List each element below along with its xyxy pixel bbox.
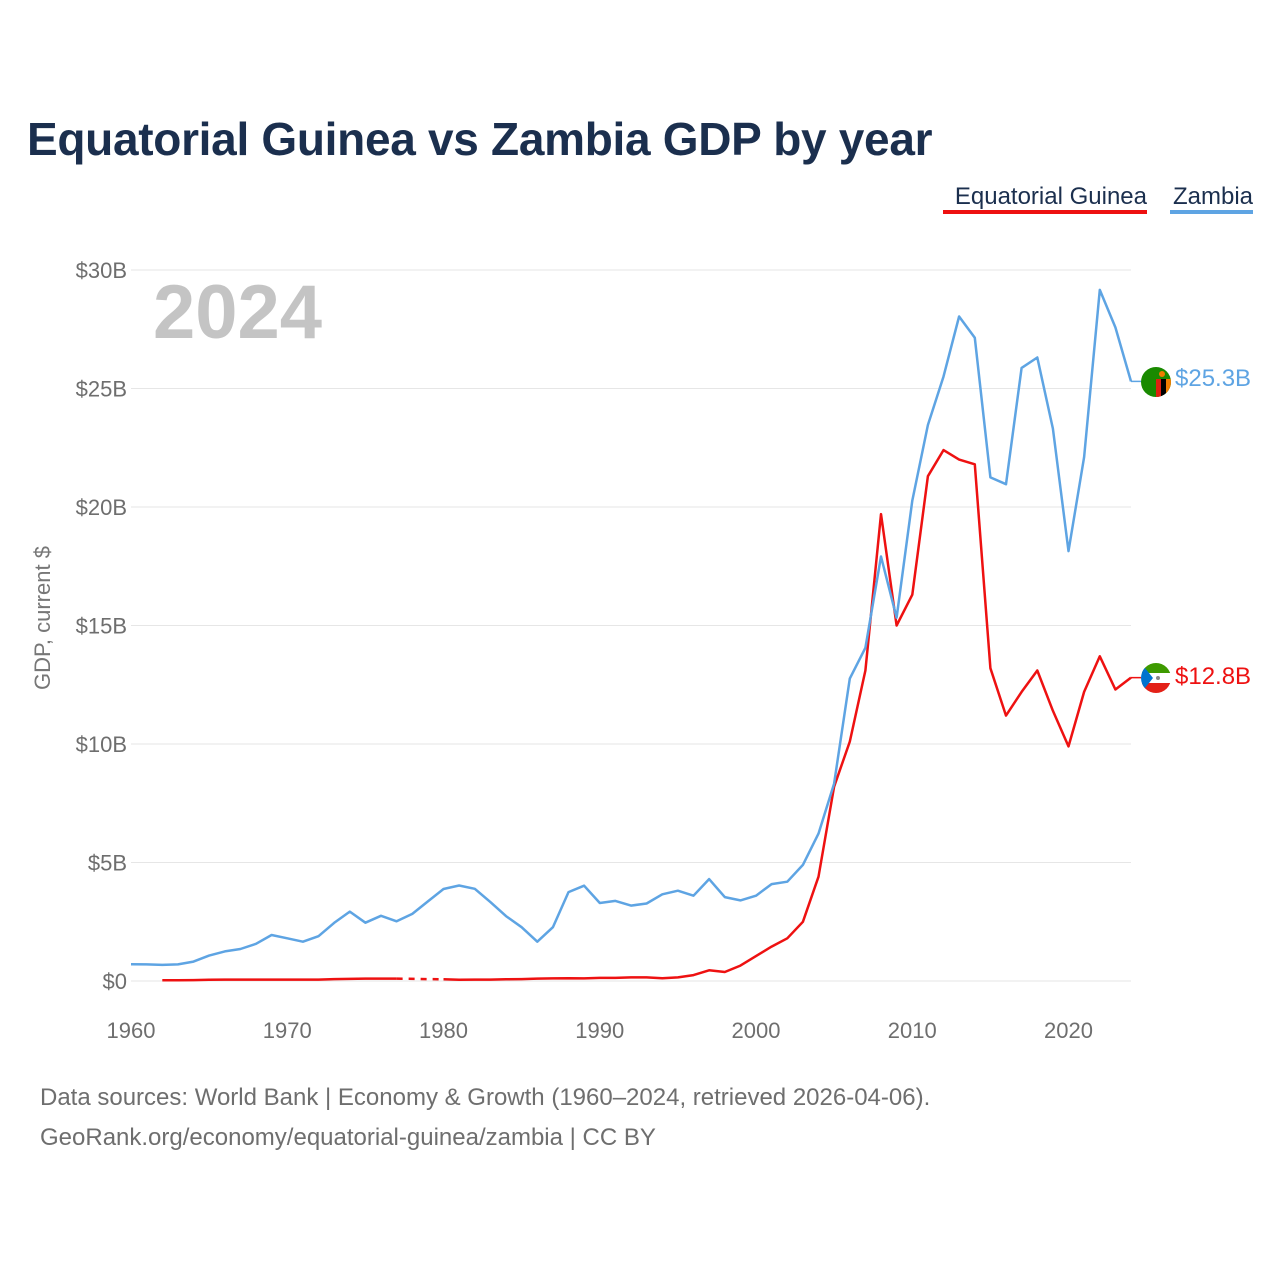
- x-tick-label: 1990: [575, 1018, 624, 1043]
- y-tick-label: $10B: [76, 732, 127, 757]
- legend: Equatorial Guinea Zambia: [943, 183, 1254, 214]
- x-tick-label: 2020: [1044, 1018, 1093, 1043]
- y-axis-label: GDP, current $: [30, 546, 55, 690]
- zambia-flag-icon: [1141, 367, 1171, 397]
- legend-item-zambia[interactable]: Zambia: [1170, 183, 1254, 214]
- x-axis-tick-labels: 1960 1970 1980 1990 2000 2010 2020: [107, 1018, 1093, 1043]
- y-tick-label: $0: [103, 969, 127, 994]
- year-watermark: 2024: [153, 270, 322, 355]
- x-tick-label: 1980: [419, 1018, 468, 1043]
- x-tick-label: 1960: [107, 1018, 156, 1043]
- end-value-label-equatorial-guinea: $12.8B: [1175, 663, 1251, 690]
- footer-url-line[interactable]: GeoRank.org/economy/equatorial-guinea/za…: [40, 1124, 656, 1151]
- series-line-zambia: [130, 288, 1133, 967]
- grid-lines: [131, 269, 1131, 982]
- legend-label-zambia: Zambia: [1173, 183, 1254, 210]
- legend-label-equatorial-guinea: Equatorial Guinea: [955, 183, 1148, 210]
- series-lines: [130, 288, 1141, 982]
- series-line-equatorial-guinea: [443, 448, 1132, 982]
- y-axis-tick-labels: $0 $5B $10B $15B $20B $25B $30B: [76, 258, 127, 994]
- legend-item-equatorial-guinea[interactable]: Equatorial Guinea: [943, 183, 1148, 214]
- x-tick-label: 2000: [732, 1018, 781, 1043]
- chart-title: Equatorial Guinea vs Zambia GDP by year: [27, 113, 933, 165]
- y-tick-label: $5B: [88, 851, 127, 876]
- series-line-equatorial-guinea: [162, 977, 397, 982]
- y-tick-label: $25B: [76, 377, 127, 402]
- y-tick-label: $20B: [76, 495, 127, 520]
- equatorial-guinea-flag-icon: [1141, 663, 1171, 693]
- y-tick-label: $15B: [76, 614, 127, 639]
- y-tick-label: $30B: [76, 258, 127, 283]
- footer-source-line: Data sources: World Bank | Economy & Gro…: [40, 1084, 931, 1111]
- x-tick-label: 1970: [263, 1018, 312, 1043]
- series-gap-equatorial-guinea: [396, 977, 444, 981]
- x-tick-label: 2010: [888, 1018, 937, 1043]
- end-value-label-zambia: $25.3B: [1175, 365, 1251, 392]
